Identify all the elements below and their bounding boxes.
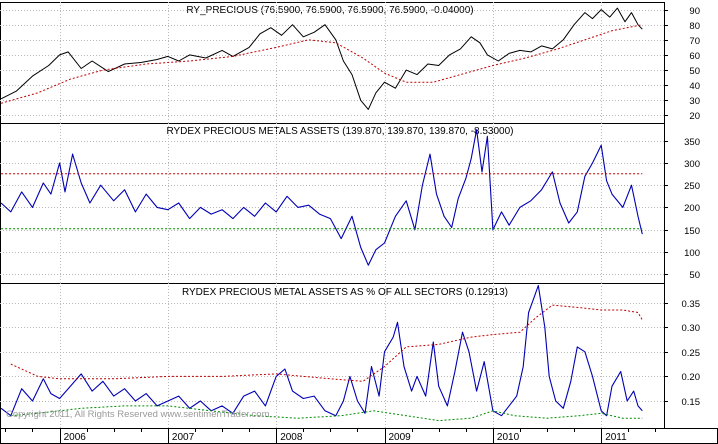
series-line-assets [0,129,643,266]
y-tick-label: 0.35 [682,299,701,310]
copyright-watermark: Copyright 2011, All Rights Reserved www.… [6,409,270,420]
y-tick-label: 90 [689,6,700,17]
series-line-assets-pct [0,284,643,417]
y-tick-label: 0.30 [682,323,701,334]
y-tick-label: 0.25 [682,348,701,359]
x-tick-label: 2009 [389,432,412,443]
y-tick-label: 50 [689,270,700,281]
price-panel: RY_PRECIOUS (76.5900, 76.5900, 76.5900, … [0,2,700,124]
assets-pct-panel-title: RYDEX PRECIOUS METAL ASSETS AS % OF ALL … [182,287,508,298]
y-tick-label: 30 [689,96,700,107]
panel-frame [0,2,665,124]
x-tick-label: 2006 [64,432,87,443]
y-tick-label: 150 [684,226,700,237]
x-axis: 2006 2007 2008 2009 2010 2011 [0,428,718,444]
y-tick-label: 0.20 [682,372,701,383]
y-tick-label: 0.15 [682,397,701,408]
y-tick-label: 300 [684,159,700,170]
x-tick-label: 2011 [605,432,627,443]
y-tick-label: 80 [689,21,700,32]
series-line-price [0,7,643,110]
y-tick-label: 50 [689,66,700,77]
x-tick-label: 2008 [280,432,303,443]
x-tick-label: 2010 [497,432,520,443]
y-tick-label: 250 [684,181,700,192]
y-tick-label: 40 [689,81,700,92]
assets-panel: RYDEX PRECIOUS METALS ASSETS (139.870, 1… [0,123,700,284]
y-tick-label: 200 [684,203,700,214]
y-tick-label: 100 [684,248,700,259]
y-tick-label: 60 [689,51,700,62]
y-tick-label: 20 [689,111,700,122]
assets-pct-panel: RYDEX PRECIOUS METAL ASSETS AS % OF ALL … [0,283,700,429]
series-line-lower-band [10,405,643,422]
assets-panel-title: RYDEX PRECIOUS METALS ASSETS (139.870, 1… [166,126,513,137]
panel-frame [0,123,665,284]
panel-frame [0,283,665,429]
x-tick-label: 2007 [172,432,195,443]
y-tick-label: 70 [689,36,700,47]
y-tick-label: 350 [684,137,700,148]
series-line-upper-band [10,304,643,382]
